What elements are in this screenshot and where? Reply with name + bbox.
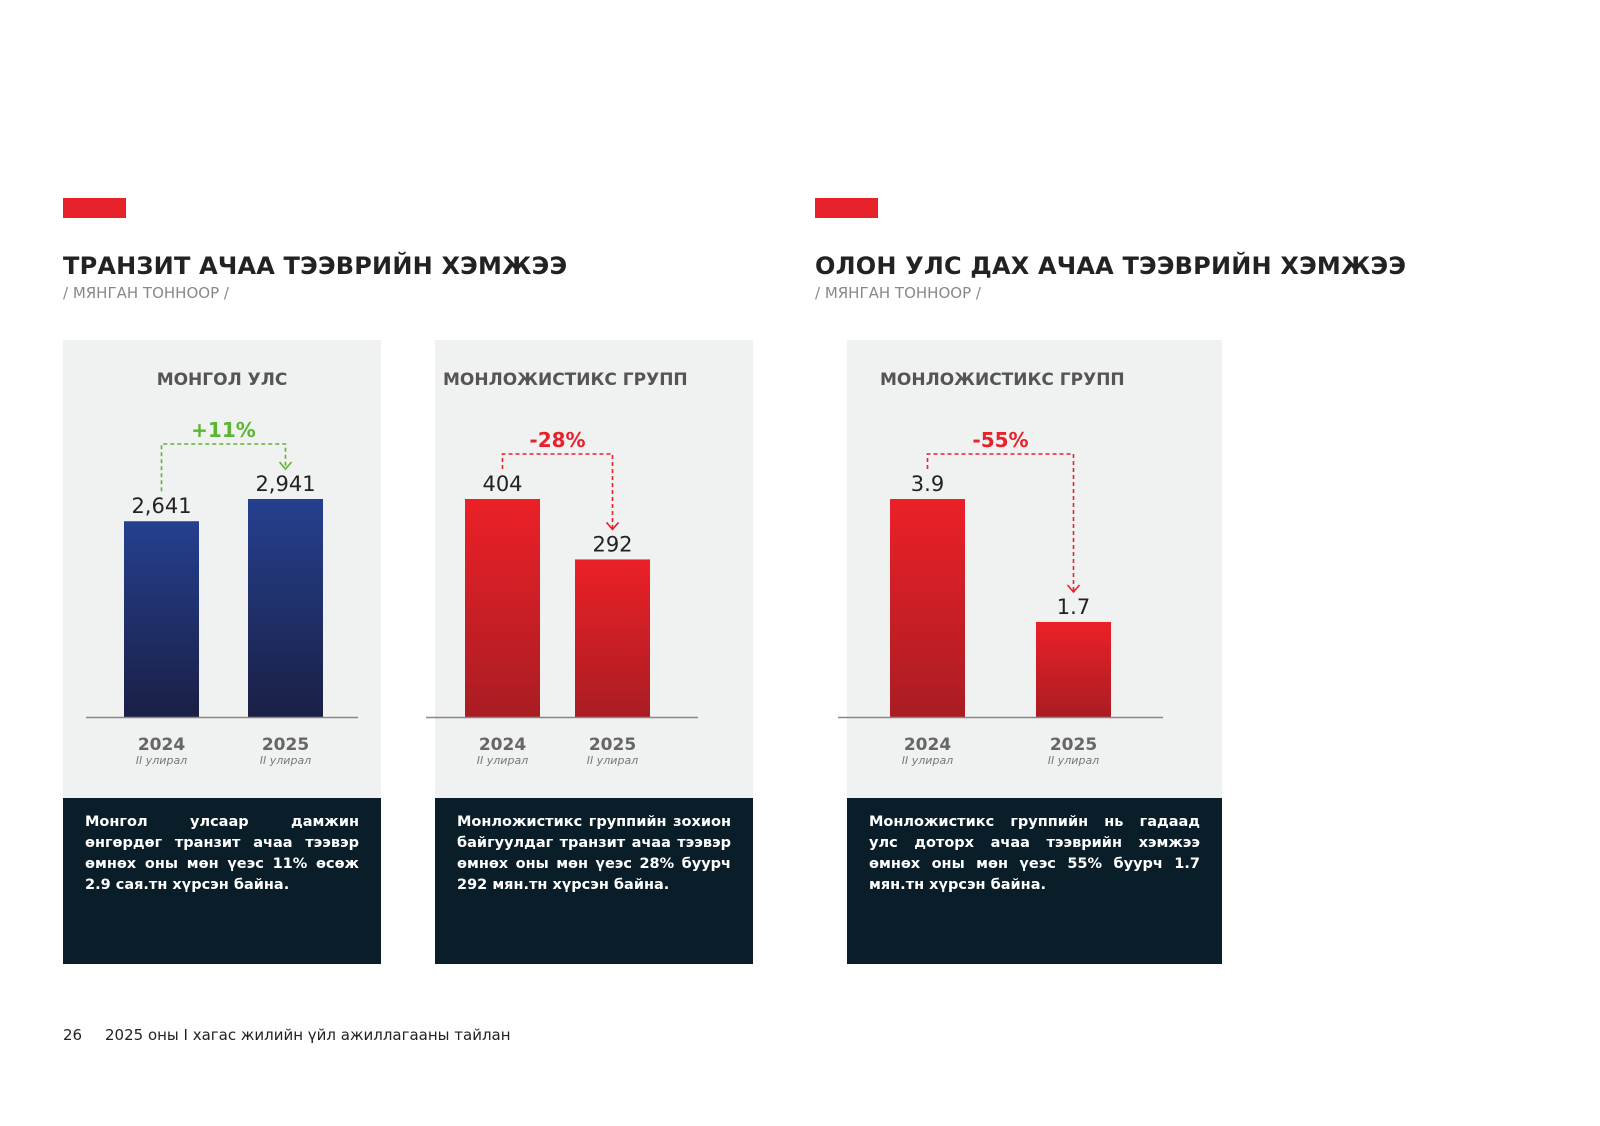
x-tick-sublabel: II улирал <box>260 754 311 767</box>
bar <box>124 521 199 717</box>
section-subtitle: / МЯНГАН ТОННООР / <box>63 284 229 302</box>
arrow-down-icon <box>1066 584 1081 594</box>
change-label: -28% <box>529 428 585 452</box>
section-accent-bar <box>63 198 126 218</box>
bar <box>465 499 540 717</box>
x-tick-sublabel: II улирал <box>477 754 528 767</box>
footer-text: 2025 оны I хагас жилийн үйл ажиллагааны … <box>105 1026 511 1044</box>
data-label: 2,941 <box>255 472 315 496</box>
arrow-down-icon <box>605 521 620 531</box>
page-number: 26 <box>63 1026 83 1044</box>
section-accent-bar <box>815 198 878 218</box>
bar <box>575 559 650 717</box>
chart-panel: МОНЛОЖИСТИКС ГРУПП 3.9 2024 II улирал 1.7 20… <box>838 340 1222 798</box>
bar <box>248 499 323 717</box>
x-tick-sublabel: II улирал <box>136 754 187 767</box>
x-tick-label: 2025 <box>262 735 309 755</box>
change-label: -55% <box>972 428 1028 452</box>
data-label: 292 <box>592 532 632 556</box>
data-label: 2,641 <box>131 494 191 518</box>
x-tick-label: 2024 <box>138 735 185 755</box>
chart-description: Монложистикс группийн нь гадаад улс дото… <box>847 798 1222 964</box>
x-tick-sublabel: II улирал <box>902 754 953 767</box>
x-tick-sublabel: II улирал <box>1048 754 1099 767</box>
data-label: 1.7 <box>1057 595 1090 619</box>
chart-panel: МОНГОЛ УЛС 2,641 2024 II улирал 2,941 2025 II… <box>63 340 381 798</box>
x-tick-label: 2024 <box>479 735 526 755</box>
change-connector <box>501 453 614 530</box>
change-connector <box>926 453 1075 592</box>
data-label: 3.9 <box>911 472 944 496</box>
x-tick-label: 2025 <box>1050 735 1097 755</box>
x-tick-label: 2024 <box>904 735 951 755</box>
chart-description: Монгол улсаар дамжин өнгөрдөг транзит ач… <box>63 798 381 964</box>
change-connector <box>160 443 287 492</box>
bar <box>1036 621 1111 717</box>
section-subtitle: / МЯНГАН ТОННООР / <box>815 284 981 302</box>
bar <box>890 499 965 717</box>
x-tick-sublabel: II улирал <box>587 754 638 767</box>
chart-title: МОНГОЛ УЛС <box>156 370 288 390</box>
chart-title: МОНЛОЖИСТИКС ГРУПП <box>443 370 688 390</box>
data-label: 404 <box>482 472 522 496</box>
chart-title: МОНЛОЖИСТИКС ГРУПП <box>880 370 1125 390</box>
section-title: ТРАНЗИТ АЧАА ТЭЭВРИЙН ХЭМЖЭЭ <box>63 252 568 280</box>
arrow-down-icon <box>278 461 293 471</box>
chart-description: Монложистикс группийн зохион байгуулдаг … <box>435 798 753 964</box>
change-label: +11% <box>191 418 256 442</box>
section-title: ОЛОН УЛС ДАХ АЧАА ТЭЭВРИЙН ХЭМЖЭЭ <box>815 252 1407 280</box>
x-tick-label: 2025 <box>589 735 636 755</box>
chart-panel: МОНЛОЖИСТИКС ГРУПП 404 2024 II улирал 292 20… <box>426 340 753 798</box>
